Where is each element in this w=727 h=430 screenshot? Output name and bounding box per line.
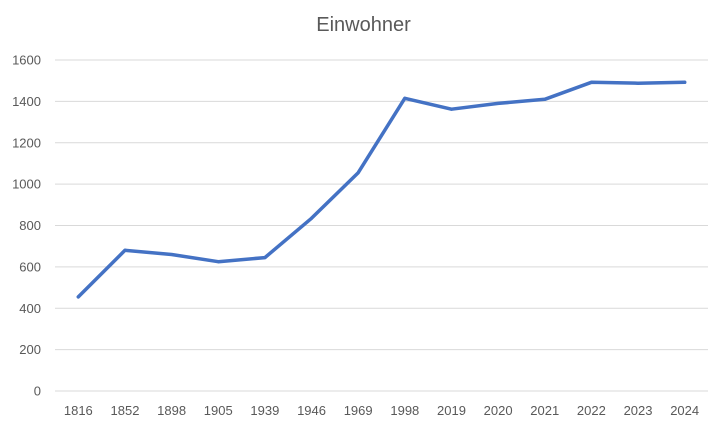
x-tick-label: 2020 xyxy=(484,403,513,418)
data-point xyxy=(589,80,593,84)
data-point xyxy=(683,80,687,84)
y-tick-label: 600 xyxy=(19,259,41,274)
data-point xyxy=(496,101,500,105)
y-tick-label: 0 xyxy=(34,384,41,399)
x-tick-label: 2024 xyxy=(670,403,699,418)
data-point xyxy=(310,216,314,220)
x-tick-label: 1939 xyxy=(250,403,279,418)
data-point xyxy=(76,295,80,299)
y-tick-label: 1000 xyxy=(12,177,41,192)
x-tick-label: 1852 xyxy=(111,403,140,418)
y-tick-label: 200 xyxy=(19,342,41,357)
chart-title: Einwohner xyxy=(316,14,411,36)
series-layer xyxy=(76,80,687,299)
y-tick-label: 400 xyxy=(19,301,41,316)
x-tick-label: 2021 xyxy=(530,403,559,418)
data-point xyxy=(543,97,547,101)
x-tick-label: 1998 xyxy=(390,403,419,418)
data-point xyxy=(123,248,127,252)
x-tick-label: 2019 xyxy=(437,403,466,418)
y-tick-label: 1400 xyxy=(12,94,41,109)
y-tick-label: 800 xyxy=(19,218,41,233)
x-tick-label: 2022 xyxy=(577,403,606,418)
data-point xyxy=(449,107,453,111)
data-point xyxy=(216,260,220,264)
data-point xyxy=(263,256,267,260)
x-tick-label: 1816 xyxy=(64,403,93,418)
data-point xyxy=(403,96,407,100)
x-tick-label: 1905 xyxy=(204,403,233,418)
y-tick-label: 1200 xyxy=(12,135,41,150)
y-tick-label: 1600 xyxy=(12,53,41,68)
x-tick-label: 1898 xyxy=(157,403,186,418)
data-point xyxy=(636,81,640,85)
x-tick-label: 2023 xyxy=(624,403,653,418)
data-point xyxy=(356,171,360,175)
x-tick-label: 1946 xyxy=(297,403,326,418)
x-tick-label: 1969 xyxy=(344,403,373,418)
x-axis: 1816 1852 1898 1905 1939 1946 1969 1998 2019 2020… xyxy=(64,403,699,418)
series-line xyxy=(76,80,687,299)
gridlines xyxy=(55,59,708,392)
data-point xyxy=(170,252,174,256)
y-axis: 0 200 400 600 800 1000 1200 1400 1600 xyxy=(12,53,41,399)
